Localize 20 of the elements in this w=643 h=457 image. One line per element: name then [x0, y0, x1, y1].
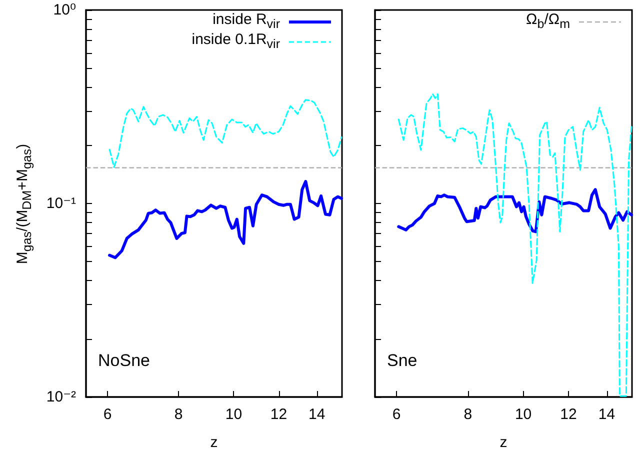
- x-tick-label: 14: [598, 406, 616, 423]
- x-tick-label: 12: [560, 406, 577, 423]
- y-tick-label: 10⁻²: [46, 388, 76, 406]
- annotation: NoSne: [98, 351, 150, 370]
- x-tick-label: 8: [464, 406, 472, 423]
- x-tick-label: 10: [514, 406, 532, 423]
- legend-label: Ω$_{b}$/Ω$_{m}$: [526, 10, 570, 33]
- legend-label: inside 0.1R$_{vir}$: [192, 30, 280, 53]
- y-tick-label: 10⁻¹: [46, 195, 76, 212]
- annotation: Sne: [387, 351, 418, 370]
- x-tick-label: 8: [174, 406, 183, 423]
- x-tick-label: 14: [308, 406, 326, 423]
- x-tick-label: 12: [270, 406, 288, 423]
- x-tick-label: 10: [225, 406, 242, 423]
- x-tick-label: 6: [392, 406, 401, 423]
- legend-label: inside R$_{vir}$: [212, 11, 280, 31]
- x-axis-title: z: [210, 434, 218, 451]
- x-tick-label: 6: [103, 406, 112, 423]
- y-tick-label: 10⁰: [53, 2, 76, 18]
- x-axis-title: z: [500, 434, 508, 451]
